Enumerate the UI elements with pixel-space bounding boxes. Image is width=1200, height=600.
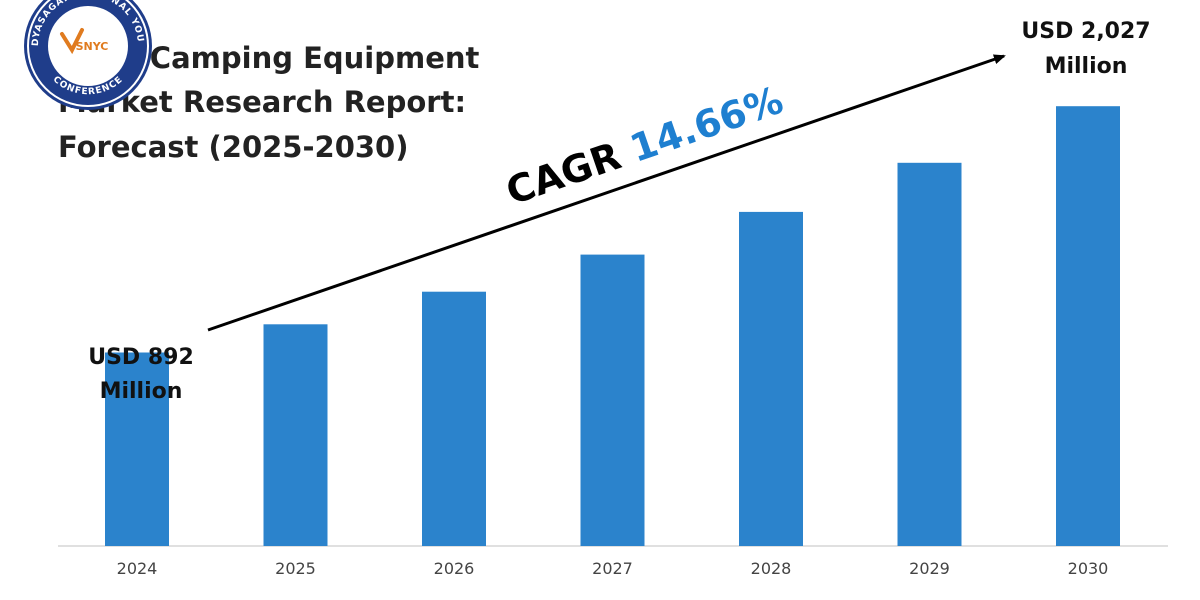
- x-tick-label-2026: 2026: [434, 559, 475, 578]
- growth-trend-arrow: [207, 54, 1006, 332]
- x-axis-tick-labels: 2024 2025 2026 2027 2028 2029 2030: [117, 559, 1109, 578]
- end-value-line-1: USD 2,027: [1021, 19, 1150, 44]
- end-value-line-2: Million: [1045, 54, 1128, 79]
- bar-2025: [263, 324, 328, 546]
- bar-2028: [739, 211, 803, 546]
- logo-badge: VIDYASAGAR NATIONAL YOUTH CONFERENCE SNY…: [0, 0, 152, 110]
- bar-2029: [897, 162, 962, 547]
- bar-series: [105, 106, 1120, 547]
- badge-inner-disc: [48, 6, 128, 86]
- bar-2024: [105, 352, 169, 546]
- x-tick-label-2024: 2024: [117, 559, 158, 578]
- x-tick-label-2030: 2030: [1068, 559, 1109, 578]
- bar-2026: [422, 291, 486, 546]
- badge-check-mark: [60, 28, 84, 55]
- start-value-line-2: Million: [100, 379, 183, 404]
- start-value-label: USD 892 Million: [88, 345, 194, 404]
- x-tick-label-2027: 2027: [592, 559, 633, 578]
- title-line-3: Forecast (2025-2030): [58, 130, 408, 164]
- badge-outer-stroke: [27, 0, 149, 107]
- end-value-label: USD 2,027 Million: [1021, 19, 1150, 79]
- bar-2027: [580, 254, 645, 546]
- cagr-prefix: CAGR: [501, 134, 627, 214]
- badge-core-label: SNYC: [76, 40, 109, 53]
- bar-2030: [1056, 106, 1120, 546]
- x-tick-label-2028: 2028: [751, 559, 792, 578]
- x-tick-label-2025: 2025: [275, 559, 316, 578]
- start-value-line-1: USD 892: [88, 345, 194, 370]
- x-tick-label-2029: 2029: [909, 559, 950, 578]
